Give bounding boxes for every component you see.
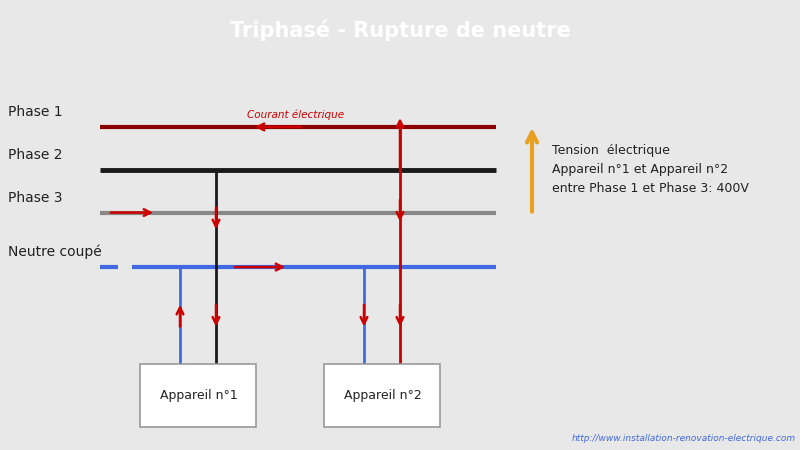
Text: Courant électrique: Courant électrique xyxy=(247,109,345,120)
Text: Appareil n°2: Appareil n°2 xyxy=(343,389,422,402)
Text: Appareil n°1: Appareil n°1 xyxy=(159,389,238,402)
Text: Phase 3: Phase 3 xyxy=(8,191,62,205)
Text: Phase 1: Phase 1 xyxy=(8,105,62,119)
Bar xyxy=(325,364,440,427)
Bar xyxy=(140,364,256,427)
Text: http://www.installation-renovation-electrique.com: http://www.installation-renovation-elect… xyxy=(572,434,796,443)
Text: Tension  électrique
Appareil n°1 et Appareil n°2
entre Phase 1 et Phase 3: 400V: Tension électrique Appareil n°1 et Appar… xyxy=(552,144,749,195)
Text: Triphasé - Rupture de neutre: Triphasé - Rupture de neutre xyxy=(230,20,570,41)
Text: Neutre coupé: Neutre coupé xyxy=(8,245,102,259)
Text: Phase 2: Phase 2 xyxy=(8,148,62,162)
